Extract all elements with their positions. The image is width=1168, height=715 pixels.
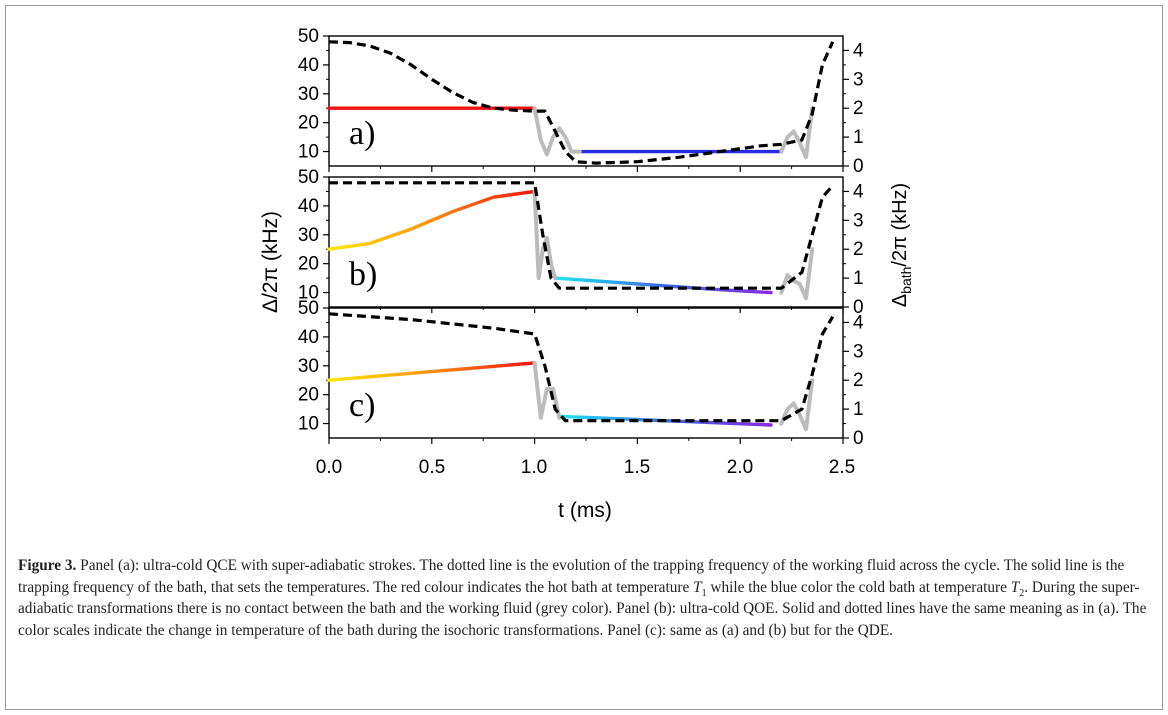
x-tick-label: 2.5 bbox=[829, 457, 855, 478]
working-fluid-dashed-line bbox=[328, 312, 835, 423]
y-right-tick-label: 1 bbox=[853, 399, 864, 420]
figure-plot: 504030201001234a)504030201001234b)504030… bbox=[259, 26, 914, 522]
y-right-tick-label: 4 bbox=[853, 40, 864, 61]
y-right-tick-label: 3 bbox=[853, 69, 864, 90]
y-right-tick-label: 1 bbox=[853, 268, 864, 289]
caption-label: Figure 3. bbox=[18, 557, 77, 574]
y-left-tick-label: 40 bbox=[298, 196, 319, 217]
y-right-tick-label: 0 bbox=[853, 297, 864, 318]
y-left-tick-label: 50 bbox=[298, 298, 319, 319]
y-right-tick-label: 2 bbox=[853, 370, 864, 391]
y-left-tick-label: 20 bbox=[298, 113, 319, 134]
y-left-tick-label: 20 bbox=[298, 254, 319, 275]
adiabatic-stroke-line bbox=[779, 247, 815, 301]
y-right-tick-label: 2 bbox=[853, 239, 864, 260]
y-right-tick-label: 4 bbox=[853, 312, 864, 333]
caption-text: Panel (a): ultra-cold QCE with super-adi… bbox=[18, 557, 1125, 596]
y-right-tick-label: 0 bbox=[853, 156, 864, 177]
caption-text: while the blue color the cold bath at te… bbox=[706, 578, 1011, 596]
panel-label: b) bbox=[349, 256, 377, 293]
y-left-tick-label: 30 bbox=[298, 84, 319, 105]
x-tick-label: 1.5 bbox=[624, 457, 650, 478]
bath-solid-line bbox=[553, 276, 773, 295]
y-left-tick-label: 10 bbox=[298, 283, 319, 304]
adiabatic-stroke-line bbox=[532, 360, 562, 420]
y-right-tick-label: 2 bbox=[853, 98, 864, 119]
y-left-tick-label: 10 bbox=[298, 142, 319, 163]
x-tick-label: 2.0 bbox=[727, 457, 753, 478]
panel-label: c) bbox=[349, 387, 375, 424]
y-right-tick-label: 1 bbox=[853, 127, 864, 148]
working-fluid-dashed-line bbox=[329, 181, 834, 290]
caption-symbol: T bbox=[693, 578, 702, 596]
y-right-tick-label: 3 bbox=[853, 210, 864, 231]
y-left-tick-label: 50 bbox=[298, 167, 319, 188]
y-left-tick-label: 30 bbox=[298, 356, 319, 377]
panel-1: 50 40 30 20 10 0 1 2 3 4 a) bbox=[298, 26, 864, 177]
adiabatic-stroke-line bbox=[779, 106, 815, 160]
bath-solid-line bbox=[327, 361, 537, 382]
y-right-tick-label: 3 bbox=[853, 341, 864, 362]
y-right-tick-label: 4 bbox=[853, 181, 864, 202]
x-tick-labels: 0.0 0.5 1.0 1.5 2.0 2.5 bbox=[316, 457, 855, 478]
adiabatic-stroke-line bbox=[779, 378, 815, 432]
adiabatic-stroke-line bbox=[532, 106, 582, 157]
caption-symbol: T bbox=[1010, 578, 1020, 596]
caption-subscript: 2 bbox=[1019, 587, 1025, 599]
y-left-tick-label: 30 bbox=[298, 225, 319, 246]
figure-frame bbox=[5, 5, 1163, 710]
x-tick-label: 0.0 bbox=[316, 457, 342, 478]
working-fluid-dashed-line bbox=[328, 40, 835, 165]
x-tick-label: 0.5 bbox=[419, 457, 445, 478]
x-tick-label: 1.0 bbox=[521, 457, 547, 478]
bath-solid-line bbox=[327, 189, 537, 251]
caption-text: . During the super-adiabatic transformat… bbox=[18, 578, 1147, 639]
y-left-tick-label: 10 bbox=[298, 414, 319, 435]
panel-label: a) bbox=[349, 115, 375, 152]
panel-3: 50 40 30 20 10 0 1 2 3 4 c) bbox=[298, 298, 864, 449]
y-left-tick-label: 50 bbox=[298, 26, 319, 47]
y-right-tick-label: 0 bbox=[853, 428, 864, 449]
y-left-tick-label: 20 bbox=[298, 385, 319, 406]
y-axis-left-label: Δ/2π (kHz) bbox=[259, 211, 282, 313]
figure-caption: Figure 3. Panel (a): ultra-cold QCE with… bbox=[18, 555, 1148, 641]
panels-layer: 504030201001234a)504030201001234b)504030… bbox=[298, 26, 864, 449]
y-axis-right-label: Δbath/2π (kHz) bbox=[889, 183, 914, 307]
y-left-tick-label: 40 bbox=[298, 55, 319, 76]
caption-subscript: 1 bbox=[701, 587, 707, 599]
x-axis-label: t (ms) bbox=[558, 499, 612, 522]
y-left-tick-label: 40 bbox=[298, 327, 319, 348]
panel-2: 50 40 30 20 10 0 1 2 3 4 b) bbox=[298, 167, 864, 318]
